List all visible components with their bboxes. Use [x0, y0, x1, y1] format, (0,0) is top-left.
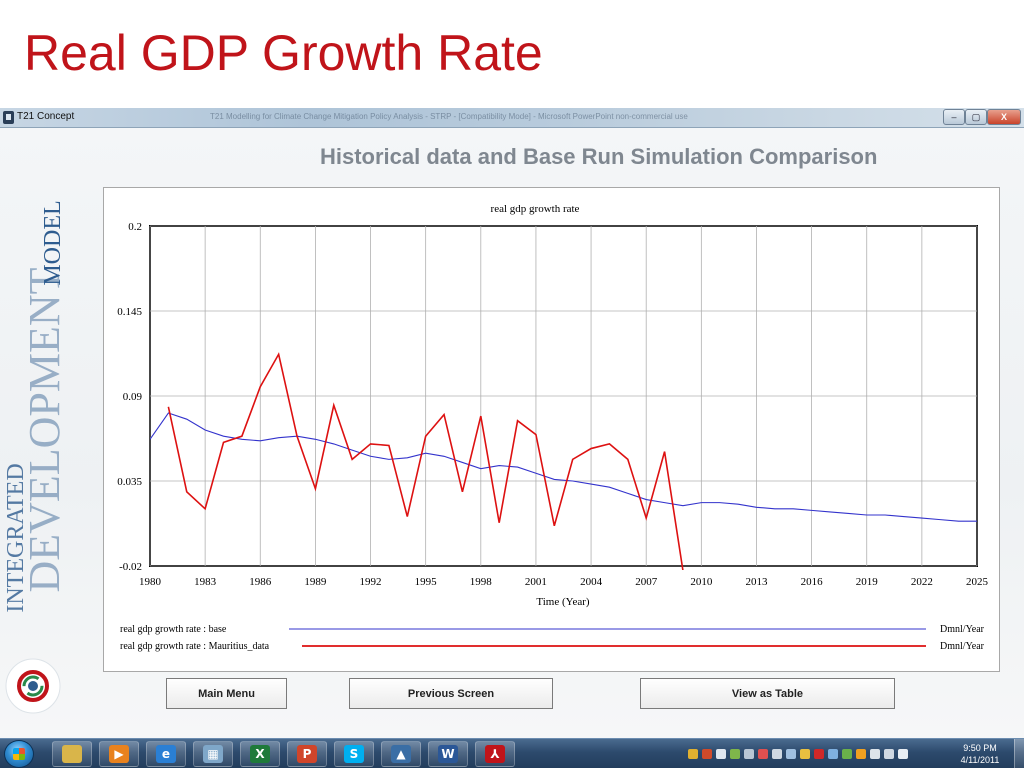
tray-am-icon[interactable] — [800, 749, 810, 759]
y-tick-label: -0.02 — [119, 561, 142, 573]
app-header: Historical data and Base Run Simulation … — [320, 144, 878, 169]
tray-signal-icon[interactable] — [884, 749, 894, 759]
gdp-growth-chart: real gdp growth rate 0.2 0.145 0.09 0.035 -0… — [117, 203, 989, 652]
taskbar-app-button[interactable]: e — [146, 741, 186, 767]
window-titlebar[interactable]: T21 Concept T21 Modelling for Climate Ch… — [0, 108, 1024, 128]
tray-speaker-icon[interactable] — [898, 749, 908, 759]
calculator-icon: ▦ — [203, 745, 223, 763]
media-player-icon: ▶ — [109, 745, 129, 763]
tray-update-icon[interactable] — [702, 749, 712, 759]
taskbar-app-button[interactable]: ▲ — [381, 741, 421, 767]
x-tick-label: 2025 — [966, 576, 989, 588]
excel-icon: X — [250, 745, 270, 763]
minimize-button[interactable]: – — [943, 109, 965, 125]
x-tick-label: 2010 — [690, 576, 713, 588]
app-icon — [3, 111, 14, 124]
taskbar: ▶ e ▦ X P S ▲ W ⅄ 9:50 PM 4/11/2011 — [0, 738, 1024, 768]
clock-date: 4/11/2011 — [960, 755, 1000, 765]
x-tick-label: 1995 — [415, 576, 438, 588]
taskbar-clock[interactable]: 9:50 PM 4/11/2011 — [950, 742, 1010, 766]
clock-time: 9:50 PM — [963, 743, 997, 753]
system-tray — [688, 745, 908, 763]
taskbar-app-button[interactable]: ▦ — [193, 741, 233, 767]
logo-text-development: DEVELOPMENT — [20, 267, 69, 592]
logo-text-model: MODEL — [40, 200, 66, 285]
taskbar-app-button[interactable] — [52, 741, 92, 767]
view-as-table-button[interactable]: View as Table — [640, 678, 895, 709]
x-tick-label: 2016 — [801, 576, 824, 588]
x-tick-label: 1992 — [360, 576, 382, 588]
taskbar-app-button[interactable]: X — [240, 741, 280, 767]
sustainability-seal-icon — [5, 658, 61, 714]
x-tick-label: 2022 — [911, 576, 933, 588]
tray-antivirus-icon[interactable] — [814, 749, 824, 759]
skype-icon: S — [344, 745, 364, 763]
window-title: T21 Concept — [17, 111, 75, 122]
powerpoint-icon: P — [297, 745, 317, 763]
start-button[interactable] — [4, 740, 34, 768]
x-axis-label: Time (Year) — [536, 596, 590, 608]
x-tick-label: 2007 — [635, 576, 658, 588]
x-tick-label: 2004 — [580, 576, 603, 588]
integrated-development-model-logo: MODEL DEVELOPMENT INTEGRATED — [0, 128, 72, 714]
tray-star-icon[interactable] — [856, 749, 866, 759]
chart-title: real gdp growth rate — [491, 203, 580, 215]
tray-alert-icon[interactable] — [758, 749, 768, 759]
chart-frame: real gdp growth rate 0.2 0.145 0.09 0.035 -0… — [103, 187, 1000, 672]
y-tick-label: 0.09 — [123, 391, 143, 403]
show-desktop-button[interactable] — [1014, 739, 1024, 768]
close-button[interactable]: X — [987, 109, 1021, 125]
logo-text-integrated: INTEGRATED — [3, 463, 29, 612]
x-tick-label: 2013 — [745, 576, 768, 588]
legend-unit: Dmnl/Year — [940, 641, 985, 652]
previous-screen-button[interactable]: Previous Screen — [349, 678, 553, 709]
acrobat-icon: ⅄ — [485, 745, 505, 763]
vensim-icon: ▲ — [391, 745, 411, 763]
y-tick-label: 0.2 — [128, 221, 142, 233]
tray-shield-icon[interactable] — [688, 749, 698, 759]
tray-sync-icon[interactable] — [730, 749, 740, 759]
x-tick-label: 2001 — [525, 576, 547, 588]
x-tick-label: 1989 — [304, 576, 327, 588]
x-tick-label: 1986 — [249, 576, 272, 588]
y-tick-label: 0.145 — [117, 306, 142, 318]
app-window: T21 Concept T21 Modelling for Climate Ch… — [0, 108, 1024, 738]
taskbar-app-button[interactable]: S — [334, 741, 374, 767]
tray-network-icon[interactable] — [828, 749, 838, 759]
tray-volume-icon[interactable] — [772, 749, 782, 759]
legend-label: real gdp growth rate : Mauritius_data — [120, 641, 270, 652]
taskbar-app-button[interactable]: ▶ — [99, 741, 139, 767]
window-caption: T21 Modelling for Climate Change Mitigat… — [210, 112, 688, 121]
legend-unit: Dmnl/Year — [940, 624, 985, 635]
x-tick-label: 1983 — [194, 576, 217, 588]
tray-action-center-icon[interactable] — [870, 749, 880, 759]
word-icon: W — [438, 745, 458, 763]
tray-device-icon[interactable] — [716, 749, 726, 759]
x-tick-label: 1980 — [139, 576, 162, 588]
taskbar-app-button[interactable]: P — [287, 741, 327, 767]
folder-icon — [62, 745, 82, 763]
tray-bluetooth-icon[interactable] — [786, 749, 796, 759]
x-tick-label: 2019 — [856, 576, 879, 588]
legend-label: real gdp growth rate : base — [120, 624, 227, 635]
tray-monitor-icon[interactable] — [744, 749, 754, 759]
y-tick-label: 0.035 — [117, 476, 142, 488]
maximize-button[interactable]: ▢ — [965, 109, 987, 125]
x-tick-label: 1998 — [470, 576, 493, 588]
internet-explorer-icon: e — [156, 745, 176, 763]
main-menu-button[interactable]: Main Menu — [166, 678, 287, 709]
taskbar-app-button[interactable]: W — [428, 741, 468, 767]
series-line-base — [150, 412, 977, 522]
tray-flag-icon[interactable] — [842, 749, 852, 759]
taskbar-app-button[interactable]: ⅄ — [475, 741, 515, 767]
slide-title: Real GDP Growth Rate — [24, 25, 543, 81]
